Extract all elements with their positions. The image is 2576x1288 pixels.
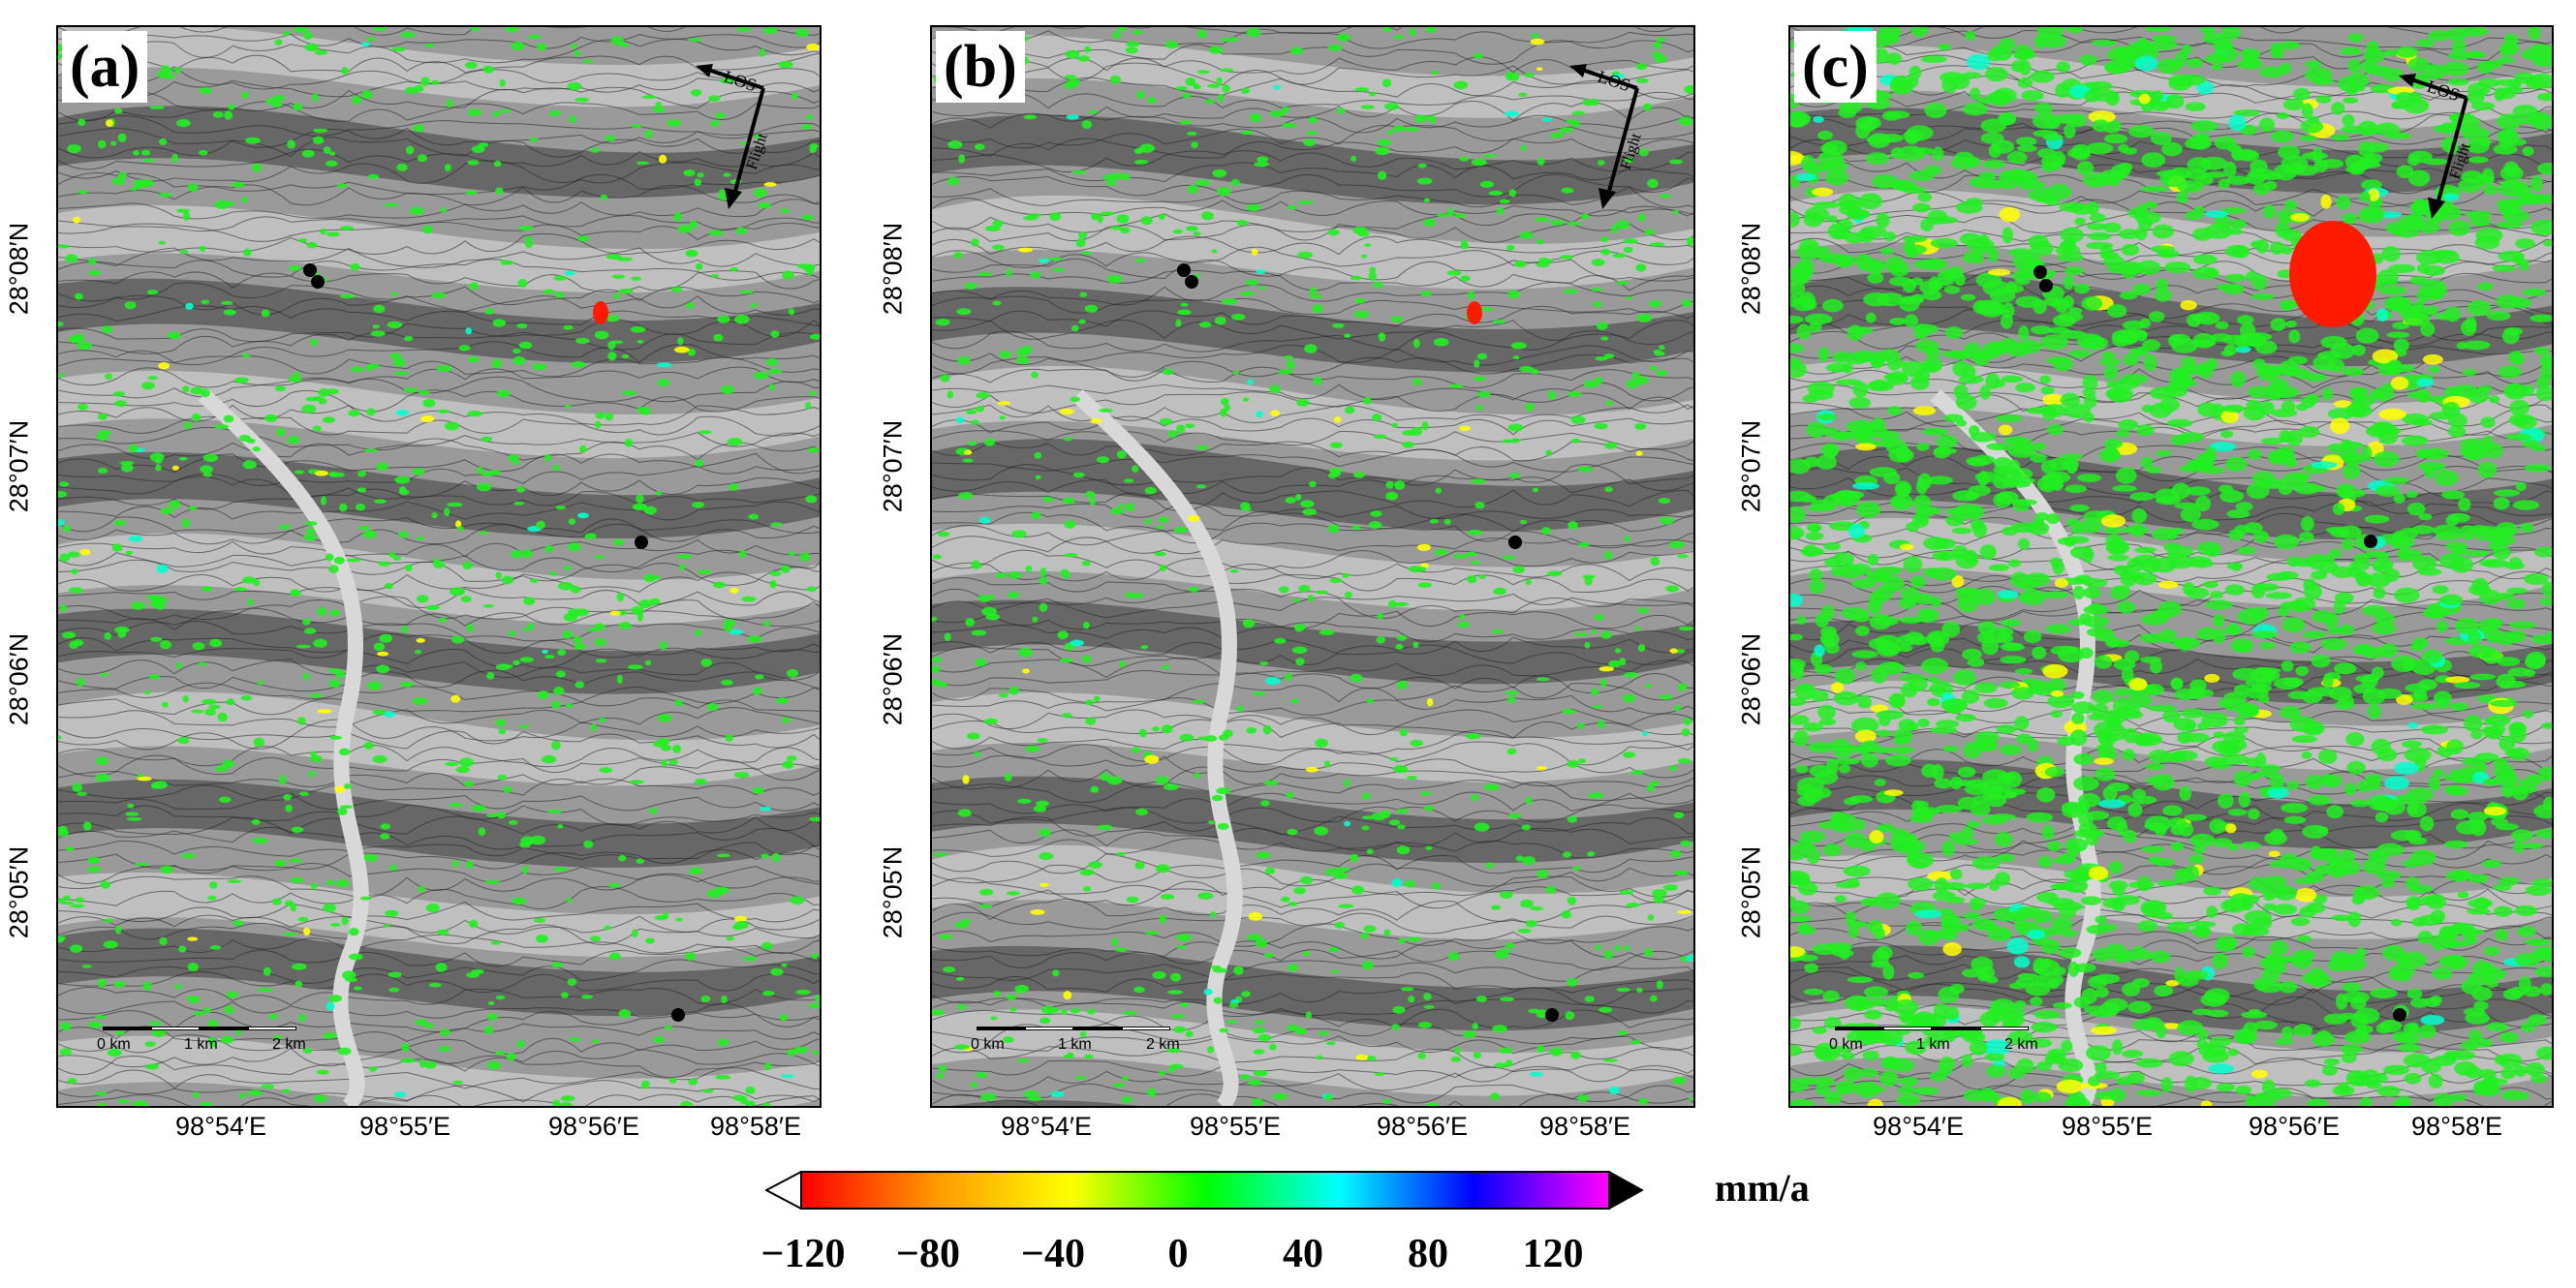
- marker-point: [2033, 265, 2047, 279]
- los-arrow-icon: LOS Flight: [2399, 74, 2474, 219]
- colorbar-tick-label: 120: [1522, 1232, 1584, 1276]
- lat-label: 28°05′N: [878, 845, 908, 939]
- marker-point: [1545, 1008, 1559, 1022]
- marker-point: [303, 263, 317, 277]
- lat-label: 28°06′N: [878, 632, 908, 726]
- svg-text:LOS: LOS: [722, 67, 760, 96]
- lat-label: 28°08′N: [4, 222, 34, 316]
- marker-point: [635, 536, 648, 549]
- lon-label: 98°56′E: [548, 1112, 639, 1141]
- colorbar-tick-label: −40: [1021, 1232, 1085, 1276]
- colorbar-left-triangle: [765, 1171, 802, 1210]
- marker-point: [1177, 263, 1191, 277]
- colorbar: mm/a −120 −80 −40 0 40 80 120: [761, 1166, 1831, 1288]
- svg-text:LOS: LOS: [2425, 77, 2463, 106]
- lon-label: 98°58′E: [710, 1112, 801, 1141]
- marker-point: [2393, 1008, 2406, 1022]
- marker-point: [2364, 535, 2377, 548]
- colorbar-tick-label: 80: [1408, 1232, 1448, 1276]
- panel-label: (b): [936, 31, 1025, 103]
- svg-text:Flight: Flight: [2447, 140, 2474, 181]
- lon-label: 98°54′E: [175, 1112, 266, 1141]
- deformation-map-c: [1788, 25, 2554, 1108]
- marker-point: [311, 275, 325, 289]
- scale-bar: 0 km 1 km 2 km: [97, 1023, 306, 1071]
- lon-label: 98°55′E: [359, 1112, 450, 1141]
- deformation-map-a: [56, 25, 822, 1108]
- lon-label: 98°56′E: [1377, 1112, 1468, 1141]
- lon-label: 98°55′E: [2062, 1112, 2153, 1141]
- deformation-map-b: [930, 25, 1695, 1108]
- lon-label: 98°55′E: [1190, 1112, 1281, 1141]
- lat-label: 28°06′N: [1736, 632, 1766, 726]
- marker-point: [1185, 275, 1198, 289]
- lat-label: 28°08′N: [878, 222, 908, 316]
- svg-text:LOS: LOS: [1596, 67, 1633, 96]
- los-arrow-icon: LOS Flight: [696, 64, 771, 209]
- lat-label: 28°07′N: [878, 419, 908, 513]
- svg-text:Flight: Flight: [744, 131, 771, 171]
- map-panel-a: (a) LOS Flight 0 km 1 km 2 km 28°08′N 28…: [5, 25, 822, 1141]
- lat-label: 28°07′N: [1736, 419, 1766, 513]
- colorbar-tick-label: −120: [760, 1232, 846, 1276]
- marker-point: [1508, 536, 1522, 549]
- colorbar-right-triangle: [1609, 1171, 1644, 1210]
- lon-label: 98°58′E: [2411, 1112, 2502, 1141]
- los-arrow-icon: LOS Flight: [1569, 64, 1645, 209]
- scale-bar: 0 km 1 km 2 km: [1829, 1023, 2038, 1071]
- lon-label: 98°58′E: [1539, 1112, 1630, 1141]
- panel-label: (a): [62, 31, 148, 103]
- marker-point: [671, 1008, 685, 1022]
- map-panel-c: (c) LOS Flight 0 km 1 km 2 km 28°08′N 28…: [1737, 25, 2554, 1141]
- colorbar-gradient: [800, 1171, 1610, 1210]
- colorbar-tick-label: −80: [896, 1232, 960, 1276]
- marker-point: [2039, 279, 2053, 292]
- colorbar-unit: mm/a: [1715, 1166, 1810, 1210]
- lon-label: 98°54′E: [1001, 1112, 1092, 1141]
- scale-bar: 0 km 1 km 2 km: [971, 1023, 1180, 1071]
- map-panel-b: (b) LOS Flight 0 km 1 km 2 km 28°08′N 28…: [879, 25, 1695, 1141]
- colorbar-tick-label: 0: [1167, 1232, 1189, 1276]
- lat-label: 28°07′N: [4, 419, 34, 513]
- lon-label: 98°56′E: [2249, 1112, 2340, 1141]
- lat-label: 28°08′N: [1736, 222, 1766, 316]
- lat-label: 28°06′N: [4, 632, 34, 726]
- panel-label: (c): [1794, 31, 1877, 103]
- lat-label: 28°05′N: [4, 845, 34, 939]
- svg-text:Flight: Flight: [1618, 131, 1645, 171]
- colorbar-tick-label: 40: [1283, 1232, 1323, 1276]
- lat-label: 28°05′N: [1736, 845, 1766, 939]
- lon-label: 98°54′E: [1873, 1112, 1964, 1141]
